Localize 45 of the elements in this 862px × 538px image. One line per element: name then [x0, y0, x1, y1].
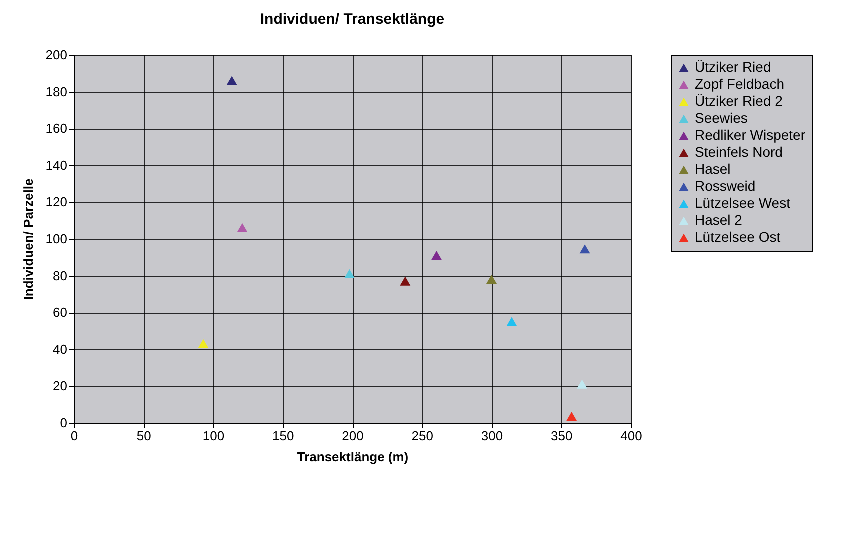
y-axis-title: Individuen/ Parzelle — [20, 178, 36, 300]
legend-label: Redliker Wispeter — [695, 127, 806, 143]
point — [577, 380, 588, 389]
legend-label: Hasel 2 — [695, 212, 743, 228]
x-axis-title: Transektlänge (m) — [297, 450, 409, 464]
legend-label: Hasel — [695, 161, 731, 177]
y-tick-label: 160 — [46, 121, 68, 136]
x-tick-label: 100 — [202, 428, 225, 444]
x-tick-label: 150 — [272, 428, 294, 444]
point — [432, 251, 442, 260]
point — [198, 339, 209, 348]
y-tick-label: 120 — [46, 194, 68, 210]
legend-label: Ütziker Ried — [695, 59, 772, 75]
y-tick-label: 180 — [46, 84, 68, 100]
y-tick-label: 40 — [53, 342, 68, 357]
y-tick-label: 200 — [46, 48, 68, 62]
point — [486, 274, 497, 284]
x-tick-label: 400 — [620, 428, 642, 444]
legend-label: Ütziker Ried 2 — [695, 93, 784, 109]
point — [400, 276, 411, 286]
x-tick-label: 250 — [412, 428, 434, 444]
point — [344, 269, 355, 278]
legend-label: Lützelsee West — [695, 195, 791, 211]
legend-label: Steinfels Nord — [695, 144, 783, 160]
point — [237, 223, 248, 232]
legend-label: Lützelsee Ost — [695, 229, 781, 245]
y-tick-label: 20 — [53, 378, 68, 394]
x-tick-label: 200 — [342, 428, 364, 444]
chart-title: Individuen/ Transektlänge — [260, 11, 445, 28]
y-tick-label: 100 — [46, 232, 68, 246]
x-tick-label: 350 — [551, 428, 573, 444]
point — [226, 76, 238, 86]
point — [566, 412, 578, 422]
legend-label: Rossweid — [695, 178, 756, 194]
y-tick-label: 0 — [60, 416, 68, 430]
x-tick-label: 50 — [136, 428, 152, 444]
legend-label: Seewies — [695, 110, 748, 126]
point — [506, 317, 518, 326]
x-tick-label: 0 — [70, 428, 78, 444]
point — [580, 244, 590, 254]
legend-label: Zopf Feldbach — [695, 76, 784, 92]
y-tick-label: 60 — [53, 305, 68, 320]
x-tick-label: 300 — [481, 428, 504, 444]
y-tick-label: 80 — [53, 268, 68, 284]
y-tick-label: 140 — [46, 158, 68, 173]
